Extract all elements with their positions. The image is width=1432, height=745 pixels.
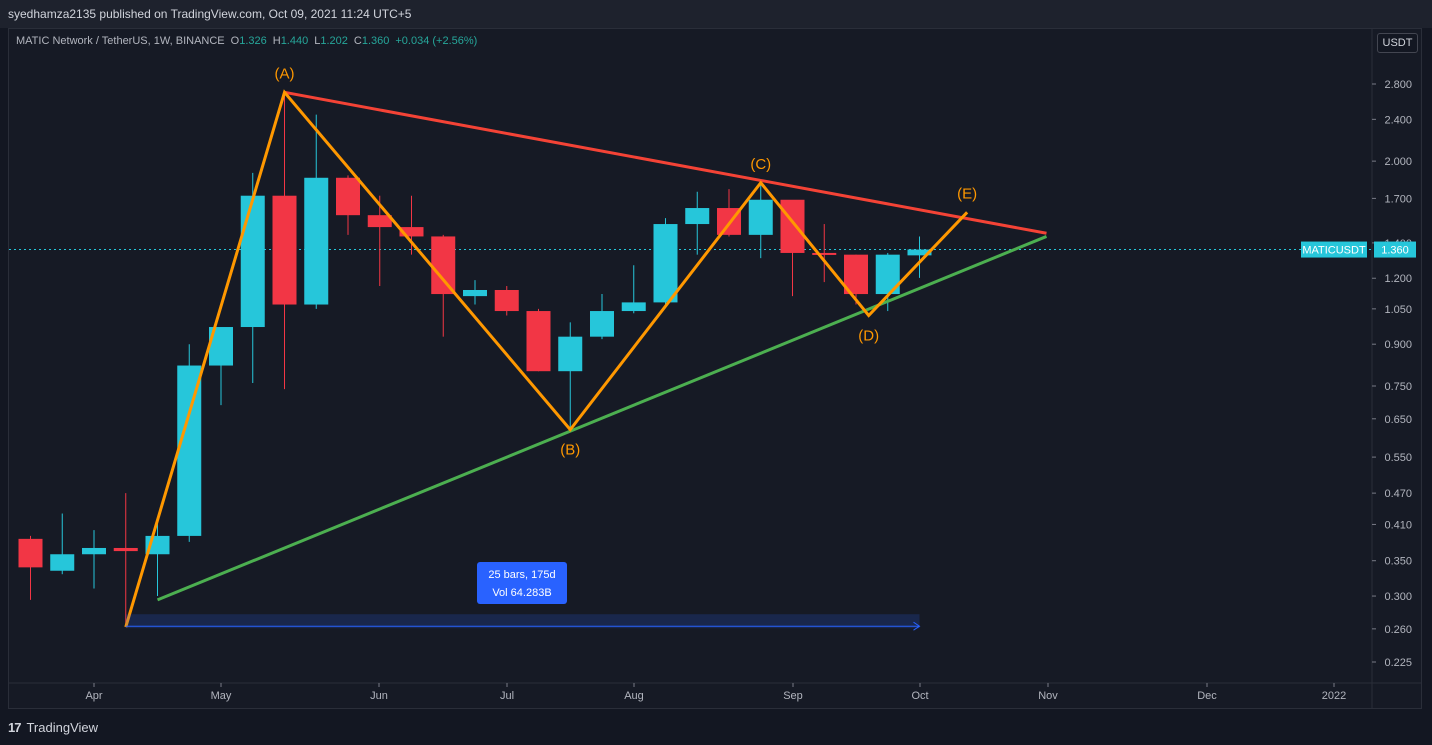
- publish-info: syedhamza2135 published on TradingView.c…: [0, 0, 1432, 28]
- candle-body: [336, 177, 360, 216]
- candle-body: [907, 249, 932, 256]
- y-tick-label: 0.225: [1384, 657, 1412, 669]
- candle-body: [399, 227, 424, 237]
- wave-point-label: (E): [957, 185, 977, 202]
- open-label: O: [230, 35, 240, 47]
- candle-body: [240, 195, 265, 328]
- candle-body: [272, 195, 297, 305]
- candle-body: [18, 538, 43, 568]
- candle-body: [526, 311, 551, 372]
- y-tick-label: 1.700: [1384, 193, 1412, 205]
- x-tick-label: 2022: [1322, 690, 1346, 702]
- candle-body: [50, 554, 75, 571]
- x-tick-label: Oct: [911, 690, 928, 702]
- wave-point-label: (D): [858, 327, 879, 344]
- elliott-wave-line: [124, 89, 969, 628]
- y-tick-label: 0.470: [1384, 488, 1412, 500]
- candle-body: [177, 365, 202, 536]
- x-tick-label: Apr: [85, 690, 102, 702]
- candle-body: [304, 177, 329, 305]
- candle-body: [367, 215, 392, 228]
- tradingview-logo-icon[interactable]: 17: [8, 719, 22, 735]
- chart-frame[interactable]: [8, 28, 1422, 709]
- symbol-name[interactable]: MATIC Network / TetherUS, 1W, BINANCE: [16, 35, 225, 47]
- candle-body: [113, 547, 138, 552]
- open-value: 1.326: [239, 35, 267, 47]
- candle-body: [685, 208, 710, 225]
- last-price-value: 1.360: [1381, 245, 1409, 257]
- y-tick-label: 1.200: [1384, 273, 1412, 285]
- symbol-price-label-text: MATICUSDT: [1302, 245, 1366, 257]
- x-tick-label: Jul: [500, 690, 514, 702]
- low-value: 1.202: [320, 35, 348, 47]
- x-tick-label: Jun: [370, 690, 388, 702]
- candle-body: [844, 254, 868, 295]
- candle-body: [653, 224, 678, 303]
- y-tick-label: 0.550: [1384, 452, 1412, 464]
- y-tick-label: 0.750: [1384, 381, 1412, 393]
- y-tick-label: 0.350: [1384, 556, 1412, 568]
- wave-point-label: (B): [560, 442, 580, 459]
- x-tick-label: May: [211, 690, 232, 702]
- brand-name[interactable]: TradingView: [26, 719, 99, 735]
- measure-range-fill: [125, 614, 920, 629]
- x-tick-label: Dec: [1197, 690, 1217, 702]
- measure-arrow-icon: [913, 621, 921, 631]
- candle-body: [558, 336, 583, 372]
- close-label: C: [353, 35, 362, 47]
- candle-body: [431, 236, 456, 295]
- y-tick-label: 0.260: [1384, 624, 1412, 636]
- x-tick-label: Sep: [783, 690, 803, 702]
- low-label: L: [314, 35, 321, 47]
- measure-bars-text: 25 bars, 175d: [488, 569, 555, 581]
- y-tick-label: 0.300: [1384, 591, 1412, 603]
- measure-tooltip: [477, 562, 567, 604]
- high-value: 1.440: [280, 35, 309, 47]
- y-tick-label: 2.000: [1384, 156, 1412, 168]
- support-trendline: [156, 235, 1048, 602]
- wave-point-label: (A): [275, 65, 295, 82]
- close-value: 1.360: [361, 35, 390, 47]
- symbol-legend: MATIC Network / TetherUS, 1W, BINANCE O1…: [16, 35, 477, 47]
- candle-body: [494, 290, 519, 312]
- currency-button[interactable]: USDT: [1377, 33, 1418, 53]
- candle-body: [812, 252, 837, 255]
- measure-volume-text: Vol 64.283B: [492, 587, 551, 599]
- x-tick-label: Nov: [1038, 690, 1058, 702]
- candle-body: [621, 302, 646, 312]
- wave-point-label: (C): [750, 156, 771, 173]
- y-tick-label: 2.800: [1384, 79, 1412, 91]
- candle-body: [82, 547, 106, 555]
- y-tick-label: 0.410: [1384, 519, 1412, 531]
- y-tick-label: 0.900: [1384, 339, 1412, 351]
- footer: 17 TradingView: [0, 709, 1432, 745]
- candle-body: [748, 199, 773, 235]
- high-label: H: [272, 35, 281, 47]
- candle-body: [463, 290, 487, 297]
- x-tick-label: Aug: [624, 690, 644, 702]
- symbol-price-label: [1301, 241, 1367, 258]
- y-tick-label: 1.050: [1384, 304, 1412, 316]
- y-tick-label: 2.400: [1384, 114, 1412, 126]
- change-value: +0.034 (+2.56%): [395, 35, 478, 47]
- y-tick-label: 0.650: [1384, 414, 1412, 426]
- resistance-trendline: [284, 90, 1047, 235]
- candle-body: [780, 199, 805, 253]
- publish-text: syedhamza2135 published on TradingView.c…: [8, 7, 412, 21]
- candle-body: [590, 311, 614, 337]
- last-price-badge: [1374, 241, 1416, 258]
